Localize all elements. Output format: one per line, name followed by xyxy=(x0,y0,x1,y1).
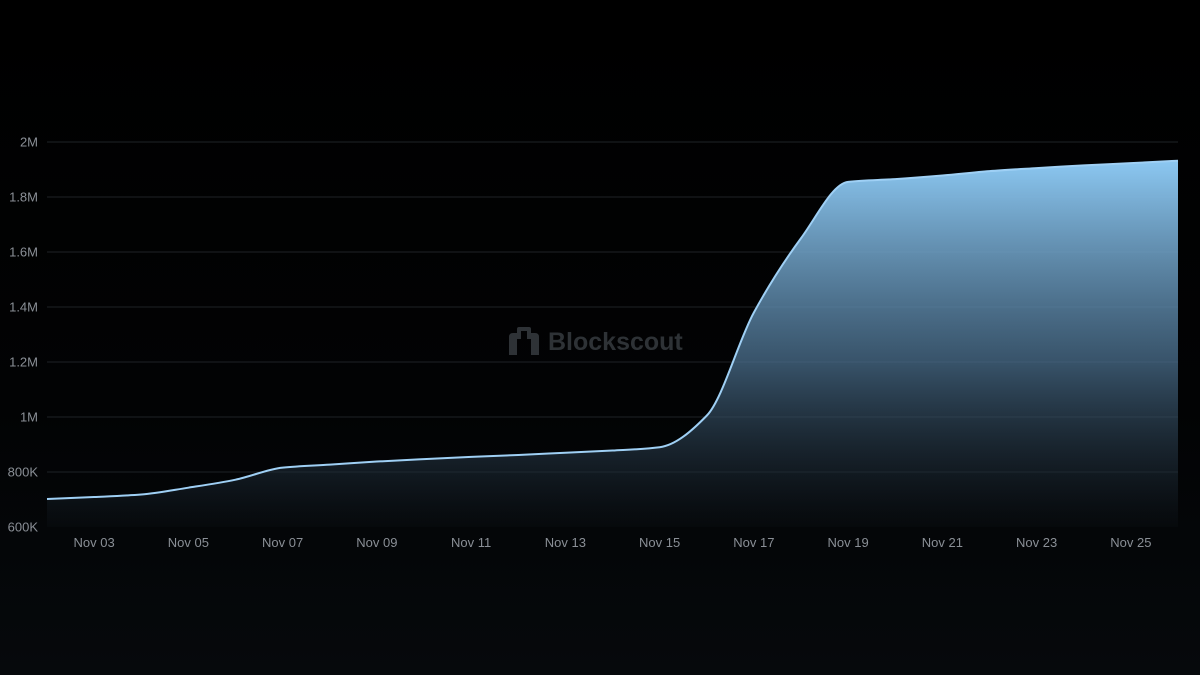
x-tick-label: Nov 05 xyxy=(168,535,209,550)
y-tick-label: 1.6M xyxy=(9,245,38,260)
y-tick-label: 800K xyxy=(8,465,39,480)
y-tick-label: 2M xyxy=(20,135,38,150)
blockscout-logo-icon xyxy=(509,327,539,355)
x-tick-label: Nov 11 xyxy=(451,535,491,550)
x-tick-label: Nov 23 xyxy=(1016,535,1057,550)
y-tick-label: 1.8M xyxy=(9,190,38,205)
x-tick-label: Nov 03 xyxy=(74,535,115,550)
x-tick-label: Nov 07 xyxy=(262,535,303,550)
series-line xyxy=(46,159,1179,500)
x-tick-label: Nov 25 xyxy=(1110,535,1151,550)
y-tick-label: 1.4M xyxy=(9,300,38,315)
y-tick-label: 1M xyxy=(20,410,38,425)
grid-lines xyxy=(47,141,1178,473)
x-tick-label: Nov 21 xyxy=(922,535,963,550)
y-tick-label: 600K xyxy=(8,520,39,535)
x-tick-label: Nov 13 xyxy=(545,535,586,550)
x-tick-label: Nov 17 xyxy=(733,535,774,550)
axes: 600K 800K 1M 1.2M 1.4M 1.6M 1.8M 2M Nov 03 Nov 05… xyxy=(8,135,1152,551)
watermark-text: Blockscout xyxy=(548,328,683,356)
x-tick-label: Nov 09 xyxy=(356,535,397,550)
watermark: Blockscout xyxy=(509,327,683,356)
area-fill xyxy=(47,160,1178,527)
x-tick-label: Nov 19 xyxy=(828,535,869,550)
y-tick-label: 1.2M xyxy=(9,355,38,370)
x-tick-label: Nov 15 xyxy=(639,535,680,550)
area-series xyxy=(46,159,1179,527)
